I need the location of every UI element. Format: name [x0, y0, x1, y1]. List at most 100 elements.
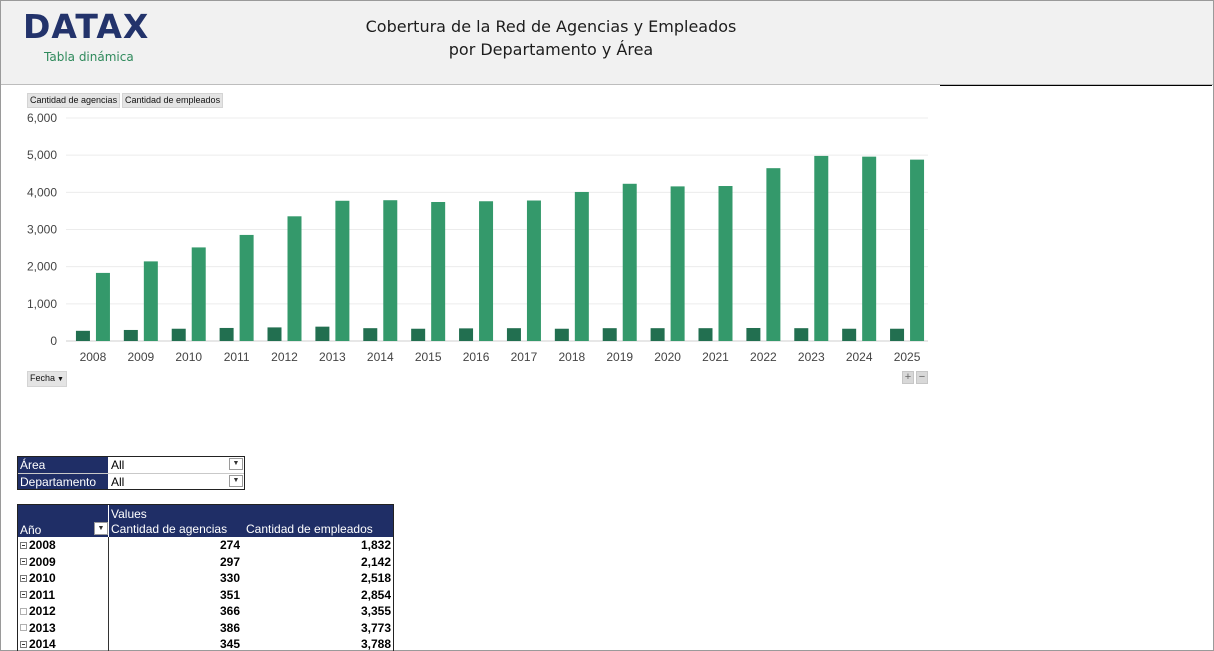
bar-empleados — [574, 191, 589, 341]
expand-icon[interactable] — [20, 640, 27, 648]
expand-icon[interactable] — [20, 558, 27, 566]
table-row: 2009 297 2,142 — [18, 553, 393, 570]
row-empleados: 2,142 — [360, 554, 391, 569]
values-label: Values — [111, 507, 147, 521]
fecha-label: Fecha — [30, 373, 56, 383]
expand-icon[interactable] — [20, 607, 27, 615]
row-empleados: 3,773 — [360, 620, 391, 635]
row-year-cell[interactable]: 2013 — [18, 619, 109, 636]
row-empleados: 3,355 — [360, 604, 391, 618]
x-tick-label: 2012 — [271, 350, 298, 364]
row-agencias: 330 — [219, 571, 240, 585]
row-empleados: 3,788 — [360, 637, 391, 651]
expand-icon[interactable] — [20, 541, 27, 549]
bar-agencias — [75, 330, 90, 341]
y-tick-label: 5,000 — [27, 148, 57, 162]
bar-empleados — [191, 247, 206, 341]
bar-empleados — [766, 168, 781, 341]
y-tick-label: 4,000 — [27, 185, 57, 199]
legend-field-agencias[interactable]: Cantidad de agencias — [27, 93, 121, 108]
bar-empleados — [670, 186, 685, 341]
row-year: 2010 — [29, 571, 56, 586]
x-tick-label: 2008 — [80, 350, 107, 364]
header-separator — [108, 505, 109, 537]
bar-empleados — [622, 183, 637, 341]
x-tick-label: 2016 — [463, 350, 490, 364]
filter-area-dropdown[interactable]: All ▼ — [108, 457, 244, 473]
title-line-2: por Departamento y Área — [448, 40, 654, 59]
row-empleados: 2,518 — [360, 571, 391, 585]
year-label: Año — [20, 523, 42, 537]
row-year-cell[interactable]: 2014 — [18, 636, 109, 651]
bar-empleados — [814, 155, 829, 341]
filter-area-label: Área — [18, 457, 108, 473]
row-year: 2009 — [29, 554, 56, 569]
row-year-cell[interactable]: 2009 — [18, 553, 109, 570]
bar-agencias — [650, 328, 665, 341]
y-tick-label: 2,000 — [27, 260, 57, 274]
row-year-cell[interactable]: 2008 — [18, 537, 109, 554]
x-tick-label: 2021 — [702, 350, 729, 364]
row-empleados: 2,854 — [360, 587, 391, 602]
filter-dept-label: Departamento — [18, 474, 108, 489]
bar-agencias — [171, 328, 186, 341]
bar-empleados — [383, 200, 398, 341]
row-year: 2011 — [29, 587, 56, 602]
row-agencias: 366 — [219, 604, 240, 618]
page-title: Cobertura de la Red de Agencias y Emplea… — [281, 15, 821, 61]
filter-area-value: All — [111, 458, 125, 472]
bar-empleados — [479, 201, 494, 341]
x-tick-label: 2025 — [894, 350, 921, 364]
bar-agencias — [554, 328, 569, 341]
dropdown-arrow-icon[interactable]: ▼ — [229, 475, 243, 487]
bar-empleados — [335, 200, 350, 341]
bar-agencias — [794, 328, 809, 341]
x-tick-label: 2015 — [415, 350, 442, 364]
x-tick-label: 2014 — [367, 350, 394, 364]
x-tick-label: 2023 — [798, 350, 825, 364]
x-tick-label: 2010 — [175, 350, 202, 364]
subtitle: Tabla dinámica — [44, 50, 134, 64]
expand-button[interactable]: + — [902, 371, 914, 384]
table-row: 2013 386 3,773 — [18, 619, 393, 636]
table-row: 2014 345 3,788 — [18, 636, 393, 651]
expand-icon[interactable] — [20, 624, 27, 632]
row-empleados: 1,832 — [360, 538, 391, 552]
table-row: 2011 351 2,854 — [18, 586, 393, 603]
row-agencias: 351 — [219, 587, 240, 602]
x-tick-label: 2009 — [127, 350, 154, 364]
filter-departamento: Departamento All ▼ — [18, 473, 244, 489]
filter-area: Área All ▼ — [18, 457, 244, 473]
bar-agencias — [363, 328, 378, 341]
y-tick-label: 6,000 — [27, 111, 57, 125]
bar-empleados — [431, 201, 446, 341]
x-tick-label: 2020 — [654, 350, 681, 364]
expand-icon[interactable] — [20, 591, 27, 599]
row-year-cell[interactable]: 2010 — [18, 570, 109, 587]
bar-agencias — [506, 328, 521, 341]
x-tick-label: 2011 — [224, 350, 250, 364]
filter-dept-dropdown[interactable]: All ▼ — [108, 474, 244, 489]
bar-agencias — [123, 329, 138, 341]
bar-agencias — [315, 326, 330, 341]
fecha-field-button[interactable]: Fecha ▼ — [27, 371, 67, 387]
year-filter-icon[interactable]: ▼ — [94, 522, 108, 535]
bar-agencias — [698, 328, 713, 341]
bar-agencias — [459, 328, 474, 341]
row-agencias: 274 — [219, 538, 240, 552]
title-line-1: Cobertura de la Red de Agencias y Emplea… — [365, 17, 737, 36]
pivot-table: Values Año ▼ Cantidad de agencias Cantid… — [17, 504, 394, 651]
collapse-button[interactable]: − — [916, 371, 928, 384]
bar-agencias — [411, 328, 426, 341]
row-year: 2013 — [29, 620, 56, 635]
row-agencias: 297 — [219, 554, 240, 569]
legend-field-empleados[interactable]: Cantidad de empleados — [122, 93, 224, 108]
x-tick-label: 2019 — [606, 350, 633, 364]
row-year-cell[interactable]: 2011 — [18, 586, 109, 603]
row-year: 2008 — [29, 538, 56, 553]
row-year-cell[interactable]: 2012 — [18, 603, 109, 620]
report-filters: Área All ▼ Departamento All ▼ — [17, 456, 245, 490]
y-tick-label: 1,000 — [27, 297, 57, 311]
dropdown-arrow-icon[interactable]: ▼ — [229, 458, 243, 470]
expand-icon[interactable] — [20, 574, 27, 582]
